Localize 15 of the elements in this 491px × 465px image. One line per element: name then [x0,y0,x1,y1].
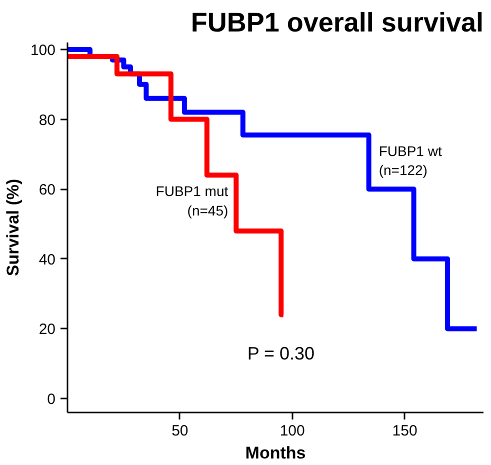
y-tick-label: 100 [30,42,56,59]
x-axis-title: Months [245,444,306,462]
chart-title: FUBP1 overall survival [190,8,484,38]
y-tick-label: 60 [38,182,56,199]
x-tick-label: 150 [392,422,418,440]
y-tick-label: 40 [38,251,56,268]
x-tick-label: 100 [280,422,305,440]
x-tick-label: 50 [172,422,188,440]
y-axis-title: Survival (%) [3,178,22,276]
y-tick-label: 20 [38,321,56,338]
annotation: P = 0.30 [247,344,315,364]
y-tick-label: 0 [47,391,56,408]
series-label: FUBP1 wt (n=122) [378,143,442,178]
y-tick-label: 80 [38,112,56,129]
series-label: FUBP1 mut (n=45) [156,183,228,218]
